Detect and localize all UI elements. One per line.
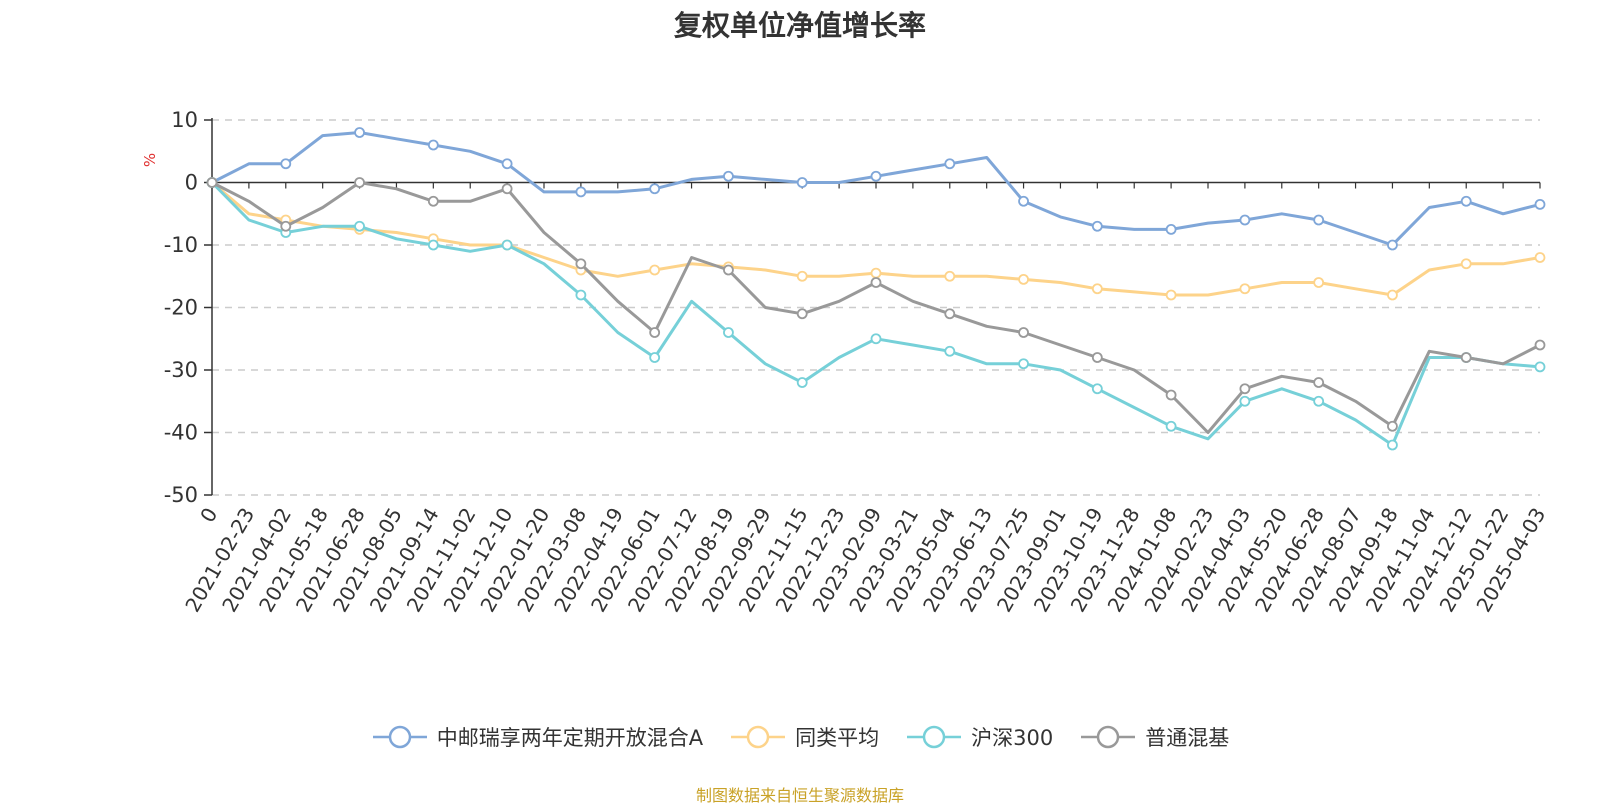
legend-symbol-icon <box>372 725 427 749</box>
series-point <box>1460 195 1472 207</box>
source-note: 制图数据来自恒生聚源数据库 <box>695 786 904 805</box>
series-point <box>1460 352 1472 363</box>
series-point <box>1091 352 1103 363</box>
series-point <box>1165 389 1177 401</box>
series-point <box>1387 239 1398 251</box>
series-point <box>1313 395 1325 407</box>
series-point <box>649 264 661 276</box>
series-point <box>870 333 882 345</box>
series-point <box>501 183 513 195</box>
series-line <box>210 181 1541 447</box>
legend-item[interactable]: 沪深300 <box>905 722 1053 752</box>
series-point <box>1165 223 1177 235</box>
legend-label: 中邮瑞享两年定期开放混合A <box>436 726 704 750</box>
series-point <box>944 345 956 357</box>
legend-label: 沪深300 <box>971 726 1054 750</box>
series-point <box>870 170 882 182</box>
series-point <box>796 270 808 282</box>
legend: 中邮瑞享两年定期开放混合A 同类平均 沪深300 普通混基 <box>0 722 1600 752</box>
series-point <box>575 186 587 198</box>
series-point <box>206 177 218 188</box>
series-point <box>1313 277 1325 288</box>
series-point <box>796 377 808 388</box>
series-point <box>575 289 587 301</box>
series-point <box>649 327 661 338</box>
series-point <box>1018 358 1029 370</box>
series-point <box>1460 258 1472 270</box>
series-point <box>1313 214 1325 226</box>
x-tick-label: 0 <box>195 504 222 527</box>
legend-item[interactable]: 普通混基 <box>1079 722 1229 752</box>
series-point <box>501 239 513 251</box>
series-point <box>427 139 439 151</box>
y-tick-label: 10 <box>171 108 198 132</box>
series-point <box>280 220 292 232</box>
series-point <box>1091 283 1103 295</box>
series-point <box>1239 395 1251 407</box>
series-point <box>944 158 956 170</box>
legend-symbol-icon <box>731 725 786 749</box>
series-point <box>1239 214 1251 226</box>
legend-item[interactable]: 中邮瑞享两年定期开放混合A <box>371 722 703 752</box>
series-point <box>944 308 956 320</box>
series-point <box>870 277 882 288</box>
legend-label: 同类平均 <box>795 726 880 750</box>
series-point <box>1387 289 1398 301</box>
y-tick-label: -30 <box>164 358 198 382</box>
series-point <box>1239 283 1251 295</box>
y-tick-label: 0 <box>185 171 198 195</box>
series-point <box>575 258 587 270</box>
series-point <box>796 308 808 320</box>
series-point <box>1091 220 1103 232</box>
legend-symbol-icon <box>907 725 962 749</box>
series-point <box>1239 383 1251 395</box>
series-point <box>723 327 734 338</box>
legend-item[interactable]: 同类平均 <box>729 722 879 752</box>
series-point <box>1534 252 1546 263</box>
series-point <box>427 195 439 207</box>
series-point <box>1018 273 1029 285</box>
series-point <box>796 177 808 188</box>
series-point <box>723 264 734 276</box>
y-tick-label: -50 <box>164 483 198 507</box>
series-point <box>944 270 956 282</box>
series-point <box>1534 198 1546 210</box>
series-point <box>1313 377 1325 388</box>
series-layer <box>206 127 1546 451</box>
series-point <box>427 239 439 251</box>
series-point <box>354 127 365 138</box>
series-point <box>649 183 661 195</box>
series-point <box>354 177 365 188</box>
y-tick-label: -20 <box>164 296 198 320</box>
y-tick-label: -40 <box>164 421 198 445</box>
series-point <box>723 170 734 182</box>
series-point <box>280 158 292 170</box>
series-point <box>1387 439 1398 451</box>
legend-symbol-icon <box>1081 725 1136 749</box>
series-point <box>870 267 882 279</box>
legend-label: 普通混基 <box>1145 726 1230 750</box>
series-point <box>1534 361 1546 373</box>
series-point <box>354 220 365 232</box>
y-tick-label: -10 <box>164 233 198 257</box>
series-point <box>501 158 513 170</box>
series-point <box>1387 420 1398 432</box>
series-point <box>1091 383 1103 395</box>
series-point <box>1018 327 1029 338</box>
series-point <box>1018 195 1029 207</box>
series-point <box>1534 339 1546 351</box>
y-axis-unit-label: % <box>141 153 159 167</box>
chart-title: 复权单位净值增长率 <box>673 9 926 42</box>
series-point <box>1165 289 1177 301</box>
series-point <box>649 352 661 363</box>
series-point <box>1165 420 1177 432</box>
series-line <box>211 131 1541 247</box>
